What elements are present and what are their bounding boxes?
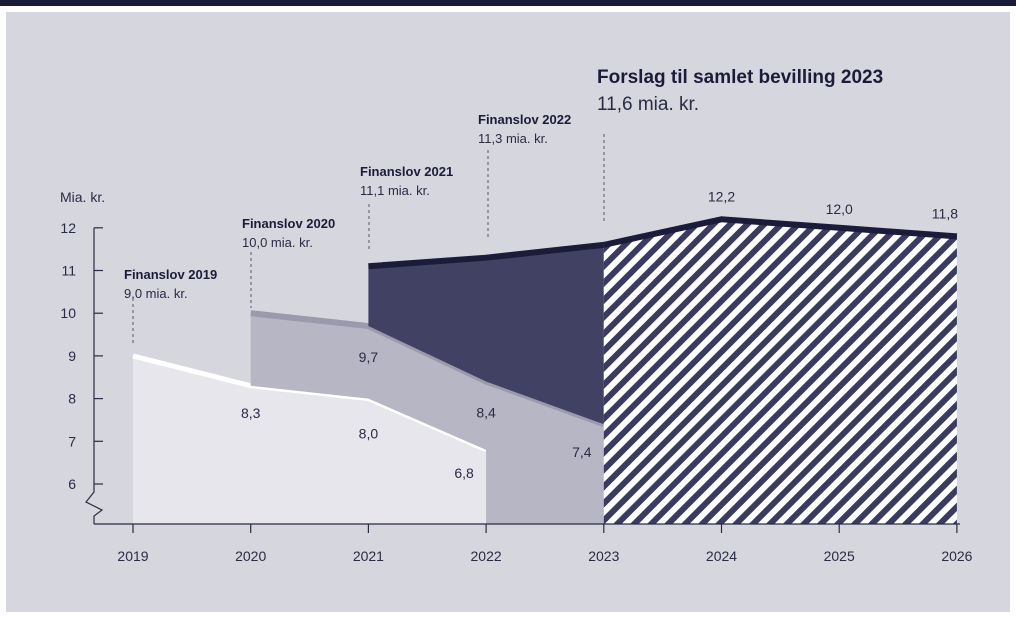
series-label-value: 11,3 mia. kr.	[478, 131, 548, 146]
series-label-value: 11,1 mia. kr.	[360, 183, 430, 198]
series-label-title: Finanslov 2020	[242, 216, 335, 231]
series-label-value: 10,0 mia. kr.	[242, 235, 313, 250]
x-tick-label: 2024	[706, 548, 737, 564]
area-forslag-2023	[603, 219, 957, 524]
x-tick-label: 2021	[353, 548, 384, 564]
line-finanslov-2022	[368, 241, 605, 270]
data-label: 12,2	[708, 188, 735, 204]
data-label: 8,3	[241, 405, 261, 421]
series-label-title: Finanslov 2021	[360, 164, 453, 179]
area-finanslov-2021	[368, 244, 604, 425]
series-label-title: Finanslov 2022	[478, 112, 571, 127]
top-bar	[0, 0, 1016, 6]
y-tick-label: 9	[68, 348, 76, 364]
y-tick-label: 10	[60, 305, 76, 321]
y-tick-label: 8	[68, 391, 76, 407]
x-tick-label: 2020	[235, 548, 266, 564]
data-label: 6,8	[454, 465, 474, 481]
data-label: 8,0	[359, 426, 379, 442]
x-tick-label: 2022	[471, 548, 502, 564]
data-label: 12,0	[826, 201, 853, 217]
x-tick-label: 2025	[824, 548, 855, 564]
data-label: 7,4	[572, 444, 592, 460]
y-tick-label: 6	[68, 476, 76, 492]
area-finanslov-2019	[133, 355, 487, 524]
x-tick-label: 2019	[117, 548, 148, 564]
data-label: 11,8	[932, 205, 958, 221]
x-tick-label: 2026	[941, 548, 972, 564]
series-label-value: 9,0 mia. kr.	[124, 286, 188, 301]
series-label-title-big: Forslag til samlet bevilling 2023	[597, 67, 883, 88]
data-label: 9,7	[359, 349, 379, 365]
y-tick-label: 12	[60, 220, 76, 236]
series-label-value-big: 11,6 mia. kr.	[597, 94, 699, 115]
y-tick-label: 7	[68, 433, 76, 449]
y-tick-label: 11	[61, 263, 76, 279]
series-label-title: Finanslov 2019	[124, 267, 217, 282]
x-tick-label: 2023	[588, 548, 619, 564]
data-label: 8,4	[476, 405, 496, 421]
line-forslag-2023	[603, 216, 958, 248]
y-axis-title: Mia. kr.	[60, 189, 105, 205]
y-axis-line	[85, 227, 104, 524]
area-finanslov-2020	[250, 313, 604, 524]
